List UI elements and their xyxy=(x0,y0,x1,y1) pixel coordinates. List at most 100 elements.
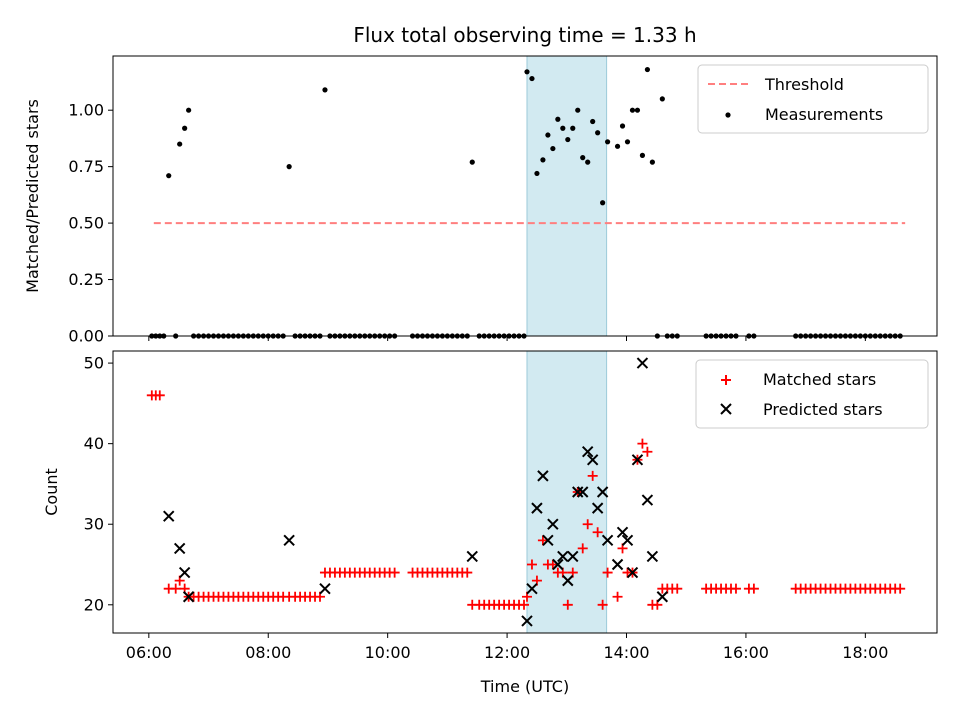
measurement-point xyxy=(540,157,546,163)
predicted-star-point xyxy=(586,454,599,466)
x-tick-label: 14:00 xyxy=(603,643,649,662)
top-x-ticks xyxy=(148,336,866,341)
matched-star-point xyxy=(170,583,181,594)
bottom-highlight-band xyxy=(526,350,608,634)
bottom-y-ticks: 20 30 40 50 xyxy=(84,354,113,614)
bottom-series-layer xyxy=(146,357,906,627)
top-legend-box xyxy=(697,64,929,134)
predicted-star-point xyxy=(581,446,594,458)
measurement-point xyxy=(624,139,631,145)
measurement-point xyxy=(570,125,576,131)
bottom-legend: Matched stars Predicted stars xyxy=(695,359,929,429)
measurement-point xyxy=(619,123,626,129)
predicted-star-point xyxy=(567,550,579,563)
y-tick-label: 0.75 xyxy=(68,157,104,176)
matched-star-point xyxy=(895,583,906,594)
legend-matched-swatch xyxy=(721,375,731,385)
matched-star-point xyxy=(582,519,593,530)
measurement-point xyxy=(600,200,606,206)
y-tick-label: 0.50 xyxy=(68,214,104,233)
measurement-point xyxy=(585,159,591,165)
predicted-star-point xyxy=(616,526,629,538)
bottom-panel: 20 30 40 50 06:00 08:00 10:00 12:00 14:00 16:00 1… xyxy=(42,350,938,696)
y-tick-label: 0.25 xyxy=(68,270,104,289)
y-tick-label: 20 xyxy=(84,595,104,614)
top-panel: 0.00 0.25 0.50 0.75 1.00 Matched/Predicted s… xyxy=(23,55,938,346)
y-tick-label: 30 xyxy=(84,515,104,534)
matched-star-point xyxy=(547,559,558,570)
measurement-point xyxy=(555,116,561,122)
matched-star-point xyxy=(592,527,603,538)
measurement-point xyxy=(529,75,535,82)
y-tick-label: 40 xyxy=(84,434,104,453)
top-axes-frame xyxy=(112,55,938,337)
predicted-star-point xyxy=(591,502,604,514)
predicted-star-point xyxy=(601,534,614,547)
matched-star-point xyxy=(730,583,741,594)
matched-star-point xyxy=(587,470,598,481)
predicted-star-point xyxy=(641,494,654,506)
y-tick-label: 0.00 xyxy=(68,327,104,346)
matched-star-point xyxy=(526,559,537,570)
matched-star-point xyxy=(519,599,530,610)
predicted-star-point xyxy=(283,534,295,547)
predicted-star-point xyxy=(319,582,331,595)
measurement-point xyxy=(177,141,183,147)
predicted-star-point xyxy=(178,566,191,579)
y-tick-label: 50 xyxy=(84,354,104,373)
measurement-point xyxy=(322,87,328,93)
predicted-star-point xyxy=(552,558,564,571)
predicted-star-point xyxy=(621,534,634,547)
matched-star-point xyxy=(637,438,648,449)
legend-measurements-label: Measurements xyxy=(765,105,883,124)
predicted-star-point xyxy=(537,470,549,482)
matched-star-point xyxy=(672,583,683,594)
x-tick-label: 16:00 xyxy=(723,643,769,662)
measurement-point xyxy=(545,132,551,138)
predicted-star-point xyxy=(526,582,538,595)
bottom-x-ticks: 06:00 08:00 10:00 12:00 14:00 16:00 18:00 xyxy=(126,633,888,662)
measurement-point xyxy=(639,152,646,158)
predicted-star-point xyxy=(611,558,624,571)
matched-star-point xyxy=(537,535,548,546)
predicted-star-point xyxy=(572,486,584,498)
legend-threshold-label: Threshold xyxy=(764,75,844,94)
predicted-star-point xyxy=(577,486,589,498)
matched-star-point xyxy=(577,543,588,554)
matched-star-point xyxy=(597,599,608,610)
matched-star-point xyxy=(562,599,573,610)
measurement-point xyxy=(644,66,651,73)
y-tick-label: 1.00 xyxy=(68,101,104,120)
predicted-star-point xyxy=(163,510,175,522)
measurement-point xyxy=(182,125,188,131)
x-tick-label: 18:00 xyxy=(842,643,888,662)
measurement-point xyxy=(580,155,586,161)
matched-star-point xyxy=(602,567,613,578)
predicted-star-point xyxy=(466,550,478,563)
predicted-star-point xyxy=(636,357,649,369)
x-axis-label: Time (UTC) xyxy=(480,677,569,696)
bottom-y-axis-label: Count xyxy=(42,468,61,516)
measurement-point xyxy=(286,164,292,170)
measurement-point xyxy=(469,159,475,165)
top-legend: Threshold Measurements xyxy=(697,64,929,134)
measurement-point xyxy=(590,118,596,125)
x-tick-label: 12:00 xyxy=(484,643,530,662)
predicted-star-point xyxy=(547,518,559,530)
measurement-point xyxy=(186,107,192,113)
x-tick-label: 10:00 xyxy=(365,643,411,662)
predicted-star-point xyxy=(656,591,669,603)
legend-predicted-swatch xyxy=(720,403,732,415)
measurement-point xyxy=(560,125,566,131)
predicted-star-point xyxy=(173,542,186,555)
legend-predicted-label: Predicted stars xyxy=(763,400,883,419)
predicted-star-point xyxy=(562,574,574,587)
predicted-star-point xyxy=(631,454,644,466)
measurement-point xyxy=(649,159,655,165)
x-tick-label: 08:00 xyxy=(245,643,291,662)
bottom-axes-frame xyxy=(112,350,938,634)
measurement-point xyxy=(575,107,581,113)
measurement-point xyxy=(634,107,641,113)
predicted-star-point xyxy=(646,550,659,563)
legend-matched-label: Matched stars xyxy=(763,370,876,389)
